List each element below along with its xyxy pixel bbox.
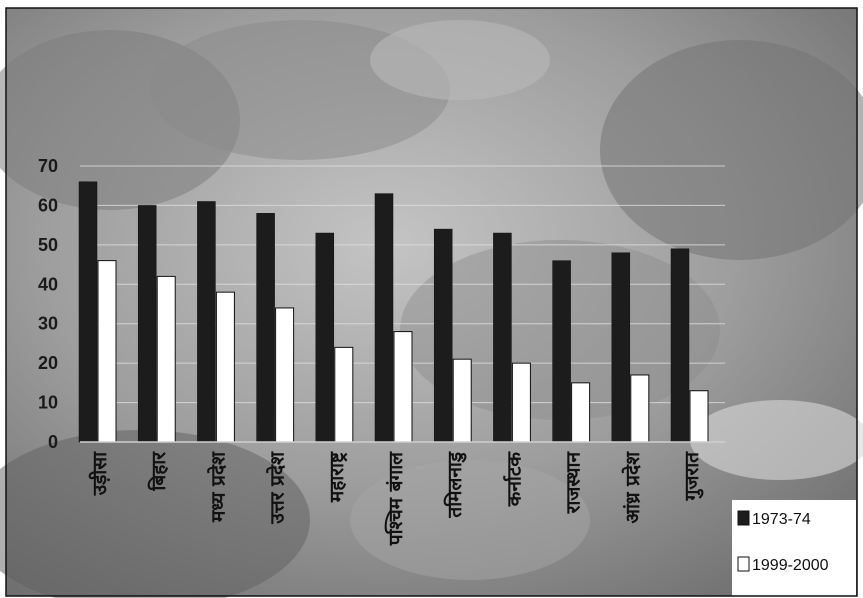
bar-1999-2000	[630, 374, 650, 443]
category-labels: उड़ीसा बिहार मध्य प्रदेश उत्तर प्रदेश महाराष…	[88, 451, 704, 547]
bar-1973-74	[433, 228, 453, 443]
bar-1999-2000	[215, 291, 235, 443]
category-label: महाराष्ट्र	[326, 451, 348, 503]
legend-swatch	[737, 510, 750, 526]
legend-label: 1973-74	[752, 511, 811, 528]
category-label: कर्नाटक	[502, 451, 525, 508]
y-tick-label: 0	[48, 432, 58, 452]
bar-1999-2000	[97, 260, 117, 443]
bar-1973-74	[493, 232, 512, 443]
y-tick-label: 30	[38, 314, 58, 334]
bar-1973-74	[552, 260, 571, 443]
category-label: आंध्र प्रदेश	[621, 451, 644, 524]
bar-1973-74	[256, 213, 275, 443]
y-axis-ticks: 0 10 20 30 40 50 60 70	[38, 156, 58, 452]
legend-label: 1999-2000	[752, 557, 829, 574]
bar-1973-74	[611, 252, 631, 443]
y-tick-label: 20	[38, 353, 58, 373]
bar-1999-2000	[689, 390, 709, 443]
category-label: उत्तर प्रदेश	[266, 451, 289, 525]
bar-1973-74	[197, 201, 216, 443]
bar-1999-2000	[452, 358, 472, 443]
bar-1973-74	[137, 205, 157, 443]
category-label: मध्य प्रदेश	[206, 451, 229, 523]
bar-1973-74	[78, 181, 98, 443]
bar-1999-2000	[511, 362, 531, 443]
bar-1999-2000	[571, 382, 591, 443]
chart-border	[5, 7, 858, 597]
bar-1973-74	[670, 248, 690, 443]
bar-1999-2000	[334, 346, 354, 443]
category-label: गुजरात	[681, 451, 704, 501]
plot-area: 0 10 20 30 40 50 60 70 उड़ीसा बिहार मध्य प्रदेश उत…	[38, 156, 725, 546]
category-label: उड़ीसा	[88, 451, 111, 496]
bars	[78, 181, 709, 443]
y-tick-label: 70	[38, 156, 58, 176]
y-tick-label: 60	[38, 195, 58, 215]
category-label: बिहार	[147, 451, 170, 492]
legend: 1973-74 1999-2000	[732, 500, 856, 596]
bar-1973-74	[374, 193, 394, 443]
category-label: राजस्थान	[563, 451, 585, 515]
category-label: पश्चिम बंगाल	[384, 451, 407, 546]
bar-1999-2000	[393, 331, 413, 443]
bar-1973-74	[315, 232, 335, 443]
bar-1999-2000	[275, 307, 295, 443]
y-tick-label: 10	[38, 393, 58, 413]
y-tick-label: 50	[38, 235, 58, 255]
category-label: तमिलनाडु	[443, 451, 467, 518]
y-tick-label: 40	[38, 274, 58, 294]
legend-swatch	[737, 556, 750, 572]
bar-1999-2000	[156, 275, 176, 443]
